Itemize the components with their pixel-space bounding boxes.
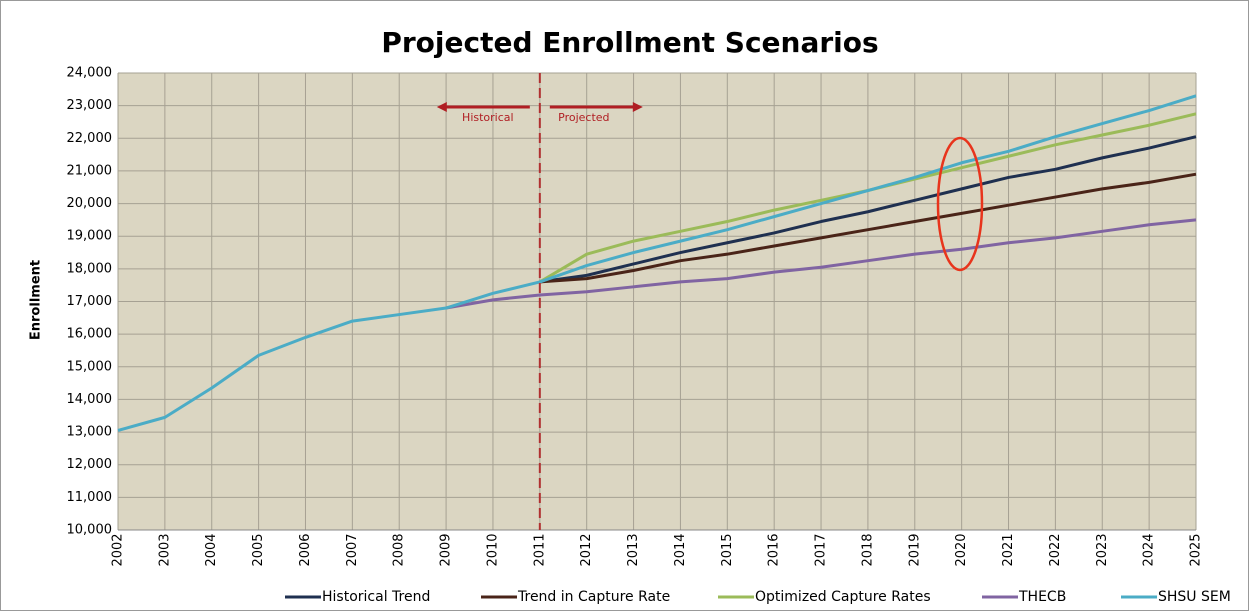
x-tick-label: 2011 (532, 533, 547, 566)
y-tick-label: 18,000 (67, 261, 113, 276)
x-tick-label: 2018 (860, 533, 875, 566)
legend-label: SHSU SEM (1158, 589, 1231, 605)
x-tick-label: 2019 (907, 533, 922, 566)
y-tick-label: 11,000 (67, 490, 113, 505)
arrow-right-head (632, 102, 643, 112)
y-tick-label: 20,000 (67, 196, 113, 211)
legend-label: THECB (1018, 589, 1066, 605)
x-tick-label: 2021 (1001, 533, 1016, 566)
x-tick-label: 2005 (251, 533, 266, 566)
series-line (539, 135, 1197, 284)
arrow-left-head (436, 102, 447, 112)
x-tick-label: 2014 (673, 533, 688, 566)
annotation: Historical (462, 111, 514, 124)
x-tick-label: 2006 (298, 533, 313, 566)
y-tick-label: 23,000 (67, 98, 113, 113)
y-tick-label: 21,000 (67, 163, 113, 178)
x-tick-label: 2016 (767, 533, 782, 566)
x-tick-label: 2017 (814, 533, 829, 566)
x-tick-label: 2009 (439, 533, 454, 566)
series-line (445, 218, 1197, 310)
y-tick-label: 24,000 (67, 66, 113, 81)
x-tick-label: 2003 (157, 533, 172, 566)
x-tick-label: 2013 (626, 533, 641, 566)
x-tick-label: 2023 (1095, 533, 1110, 566)
y-tick-label: 13,000 (67, 425, 113, 440)
y-tick-label: 12,000 (67, 457, 113, 472)
series-line (117, 94, 1197, 432)
x-tick-label: 2002 (111, 533, 126, 566)
x-tick-label: 2020 (954, 533, 969, 566)
x-tick-label: 2024 (1142, 533, 1157, 566)
series-line (539, 172, 1197, 284)
legend-label: Trend in Capture Rate (517, 589, 670, 605)
x-tick-label: 2022 (1048, 533, 1063, 566)
x-tick-label: 2007 (345, 533, 360, 566)
x-tick-label: 2012 (579, 533, 594, 566)
highlight-ellipse (936, 136, 984, 272)
y-tick-label: 15,000 (67, 359, 113, 374)
x-tick-label: 2008 (392, 533, 407, 566)
legend-label: Optimized Capture Rates (755, 589, 931, 605)
y-tick-label: 17,000 (67, 294, 113, 309)
chart-title: Projected Enrollment Scenarios (381, 26, 878, 59)
y-tick-label: 22,000 (67, 131, 113, 146)
x-tick-label: 2004 (204, 533, 219, 566)
legend-label: Historical Trend (322, 589, 430, 605)
y-tick-label: 16,000 (67, 327, 113, 342)
annotation: Projected (558, 111, 609, 124)
x-tick-label: 2025 (1189, 533, 1204, 566)
y-tick-label: 10,000 (67, 523, 113, 538)
x-tick-label: 2015 (720, 533, 735, 566)
y-axis-label: Enrollment (29, 260, 44, 340)
y-tick-label: 14,000 (67, 392, 113, 407)
x-tick-label: 2010 (485, 533, 500, 566)
y-tick-label: 19,000 (67, 229, 113, 244)
